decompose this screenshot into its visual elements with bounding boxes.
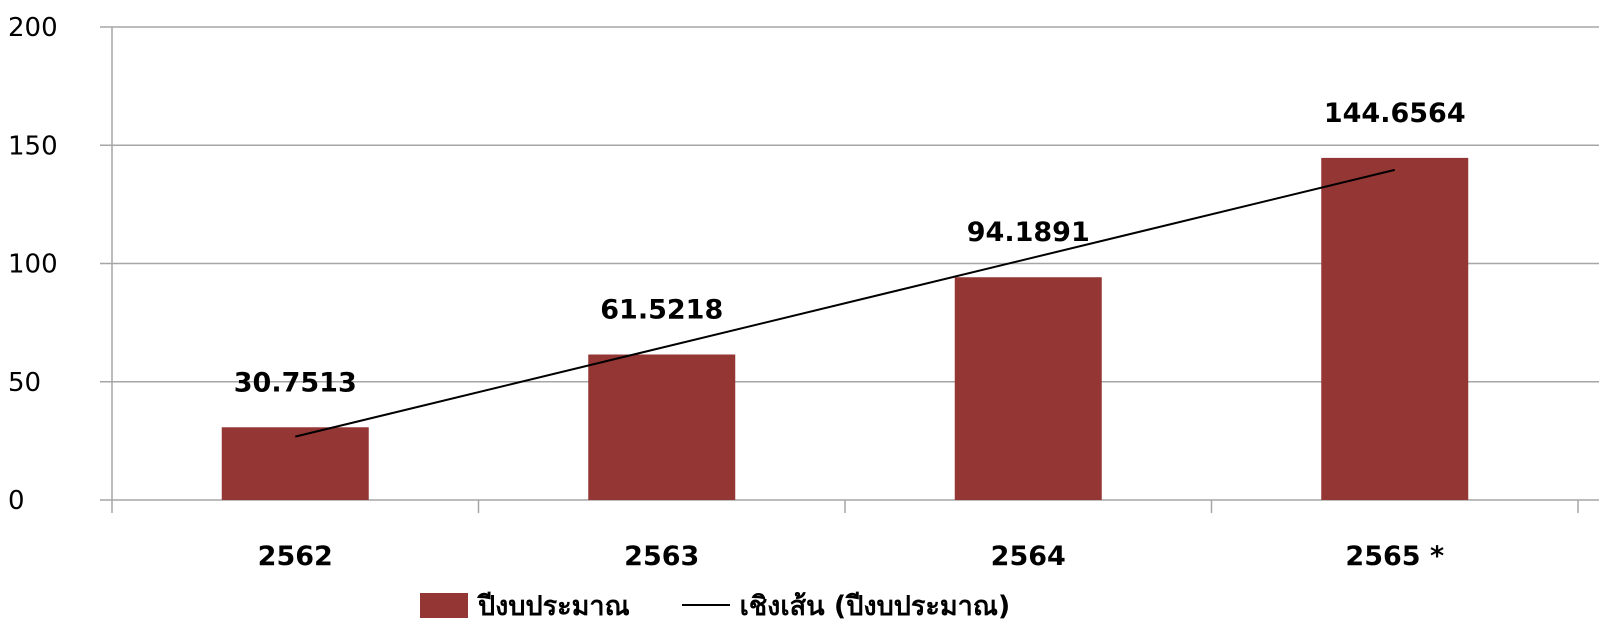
bar [221,427,369,500]
y-tick-label: 0 [8,486,25,516]
labels: 0 50 100 150 200 30.7513 61.5218 94.1891 144.656… [8,13,1466,572]
chart: 0 50 100 150 200 30.7513 61.5218 94.1891 144.656… [8,13,1599,572]
legend-item-bars: ปีงบประมาณ [420,584,630,627]
bar [588,354,736,500]
data-label: 144.6564 [1324,98,1466,129]
x-category-label: 2563 [624,541,699,572]
legend-label-trendline: เชิงเส้น (ปีงบประมาณ) [739,590,1011,622]
y-tick-label: 50 [8,368,41,398]
bar [1321,157,1469,500]
y-tick-label: 100 [8,250,58,280]
legend-swatch [420,592,468,618]
y-tick-label: 200 [8,13,58,43]
x-category-label: 2565 * [1345,541,1444,572]
x-category-label: 2562 [258,541,333,572]
data-label: 61.5218 [600,295,723,326]
data-label: 94.1891 [967,217,1090,248]
legend-item-trendline: เชิงเส้น (ปีงบประมาณ) [681,584,1011,627]
legend-label-bars: ปีงบประมาณ [478,590,630,622]
bar [954,277,1102,500]
trendline-group [295,168,1395,438]
bars [221,157,1469,500]
x-category-label: 2564 [991,541,1066,572]
y-tick-label: 150 [8,131,58,161]
legend: ปีงบประมาณ เชิงเส้น (ปีงบประมาณ) [420,587,1062,623]
data-label: 30.7513 [234,367,357,398]
trendline [295,168,1395,438]
legend-line [681,604,730,606]
